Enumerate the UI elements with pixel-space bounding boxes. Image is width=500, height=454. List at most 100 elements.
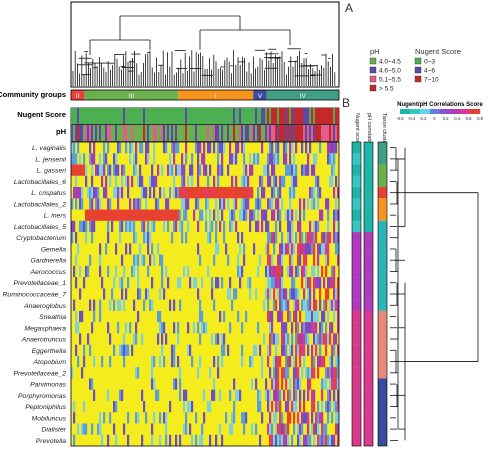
taxon-cluster-column (377, 141, 388, 447)
nugent-correlation-cell (352, 175, 361, 188)
ph-correlation-cell (364, 232, 373, 244)
taxon-label: Megasphaera (24, 325, 66, 332)
taxon-cluster-cell (378, 164, 387, 188)
nugent-correlation-cell (352, 288, 361, 300)
ph-correlation-cell (364, 434, 373, 447)
panel-label-b: B (342, 96, 350, 110)
nugent-legend-title: Nugent Score (415, 47, 461, 56)
colorbar-tick: 0.6 (466, 116, 472, 121)
nugent-correlation-cell (352, 198, 361, 210)
taxon-label: Ruminococcaceae_7 (3, 292, 67, 299)
taxon-cluster-cell (378, 142, 387, 165)
colorbar-swatch (460, 109, 471, 114)
community-group-label: III (129, 93, 135, 100)
legend-label: 0~3 (424, 59, 435, 66)
taxon-label: L. gasseri (37, 168, 67, 175)
abundance-heatmap (71, 142, 340, 446)
nugent-legend: Nugent Score 0~3 4~6 7~10 (414, 47, 461, 84)
ph-correlation-cell (364, 333, 373, 345)
colorbar-swatch (440, 109, 451, 114)
nugent-correlation-cell (352, 367, 361, 379)
colorbar-swatch (410, 109, 421, 114)
taxon-label: L. vaginalis (32, 145, 67, 152)
legend-label: 4.0~4.5 (379, 59, 401, 66)
taxon-label: Dialister (41, 427, 66, 434)
taxon-label: Cryptobacterium (16, 235, 66, 242)
taxon-cluster-cell (378, 198, 387, 221)
community-group-label: V (258, 93, 263, 100)
ph-correlation-cell (364, 277, 373, 289)
taxon-label: Anaerotruncus (21, 337, 67, 344)
colorbar-swatch (420, 109, 431, 114)
ph-legend: pH 4.0~4.5 4.6~5.0 5.1~5.5 > 5.5 (369, 47, 401, 93)
nugent-correlation-cell (352, 243, 361, 255)
taxon-cluster-cell (378, 310, 387, 379)
ph-correlation-cell (364, 299, 373, 312)
taxon-label: Sneathia (39, 314, 66, 321)
nugent-correlation-column (351, 141, 362, 447)
colorbar-tick: 0.4 (454, 116, 460, 121)
nugent-correlation-cell (352, 142, 361, 154)
ph-correlation-cell (364, 209, 373, 222)
colorbar-swatch (430, 109, 441, 114)
nugent-correlation-cell (352, 153, 361, 165)
legend-swatch (414, 57, 422, 65)
community-groups-bar: II III I V IV (70, 89, 340, 101)
nugent-correlation-cell (352, 232, 361, 244)
nugent-correlation-cell (352, 344, 361, 357)
nugent-correlation-cell (352, 434, 361, 447)
legend-label: 5.1~5.5 (379, 77, 401, 84)
taxon-label: Atopobium (33, 359, 67, 366)
community-group-segment (266, 90, 339, 100)
legend-swatch (369, 75, 377, 83)
taxon-label: Gemella (41, 246, 67, 253)
taxon-label: Prevotellaceae_1 (13, 280, 66, 287)
taxon-cluster-cell (378, 187, 387, 199)
sample-dendrogram-panel (70, 1, 340, 88)
side-column-label: Taxon clusters (381, 113, 387, 148)
legend-label: > 5.5 (379, 86, 394, 93)
nugent-correlation-cell (352, 389, 361, 402)
ph-correlation-cell (364, 378, 373, 390)
nugent-correlation-cell (352, 322, 361, 334)
colorbar-swatch (450, 109, 461, 114)
taxon-cluster-cell (378, 220, 387, 311)
panel-label-a: A (345, 1, 353, 15)
taxon-label: Prevotellaceae_2 (13, 370, 66, 377)
colorbar-tick: 0.2 (443, 116, 449, 121)
ph-correlation-cell (364, 254, 373, 267)
taxon-label: Lactobacillales_2 (14, 201, 66, 208)
colorbar-tick: -0.2 (419, 116, 427, 121)
taxon-label: L. jensenii (35, 156, 66, 163)
legend-swatch (414, 75, 422, 83)
correlation-colorbar: Nugent/pH Correlations Score -0.6 -0.4 -0.… (396, 102, 483, 121)
ph-correlation-cell (364, 265, 373, 278)
nugent-score-bar (71, 108, 340, 124)
taxon-label: Eggerthella (32, 348, 67, 355)
ph-correlation-cell (364, 288, 373, 300)
community-group-label: IV (300, 93, 307, 100)
taxon-cluster-cell (378, 378, 387, 446)
nugent-correlation-cell (352, 220, 361, 233)
taxon-label: Lactobacillales_5 (14, 224, 66, 231)
ph-label: pH (56, 127, 66, 136)
colorbar-swatch (470, 109, 481, 114)
ph-correlation-cell (364, 389, 373, 402)
nugent-correlation-cell (352, 254, 361, 267)
taxon-dendrogram (390, 147, 479, 441)
legend-swatch (369, 66, 377, 74)
ph-correlation-cell (364, 344, 373, 357)
colorbar-tick: 0.8 (477, 116, 483, 121)
ph-correlation-cell (364, 367, 373, 379)
community-group-segment (253, 90, 267, 100)
community-group-segment (84, 90, 179, 100)
ph-correlation-cell (364, 423, 373, 435)
community-groups-label: Community groups (0, 90, 66, 99)
nugent-correlation-cell (352, 333, 361, 345)
nugent-correlation-cell (352, 299, 361, 312)
taxon-label: L. crispatus (31, 190, 66, 197)
ph-correlation-cell (364, 400, 373, 413)
nugent-score-label: Nugent Score (17, 110, 66, 119)
ph-bar (71, 125, 340, 141)
